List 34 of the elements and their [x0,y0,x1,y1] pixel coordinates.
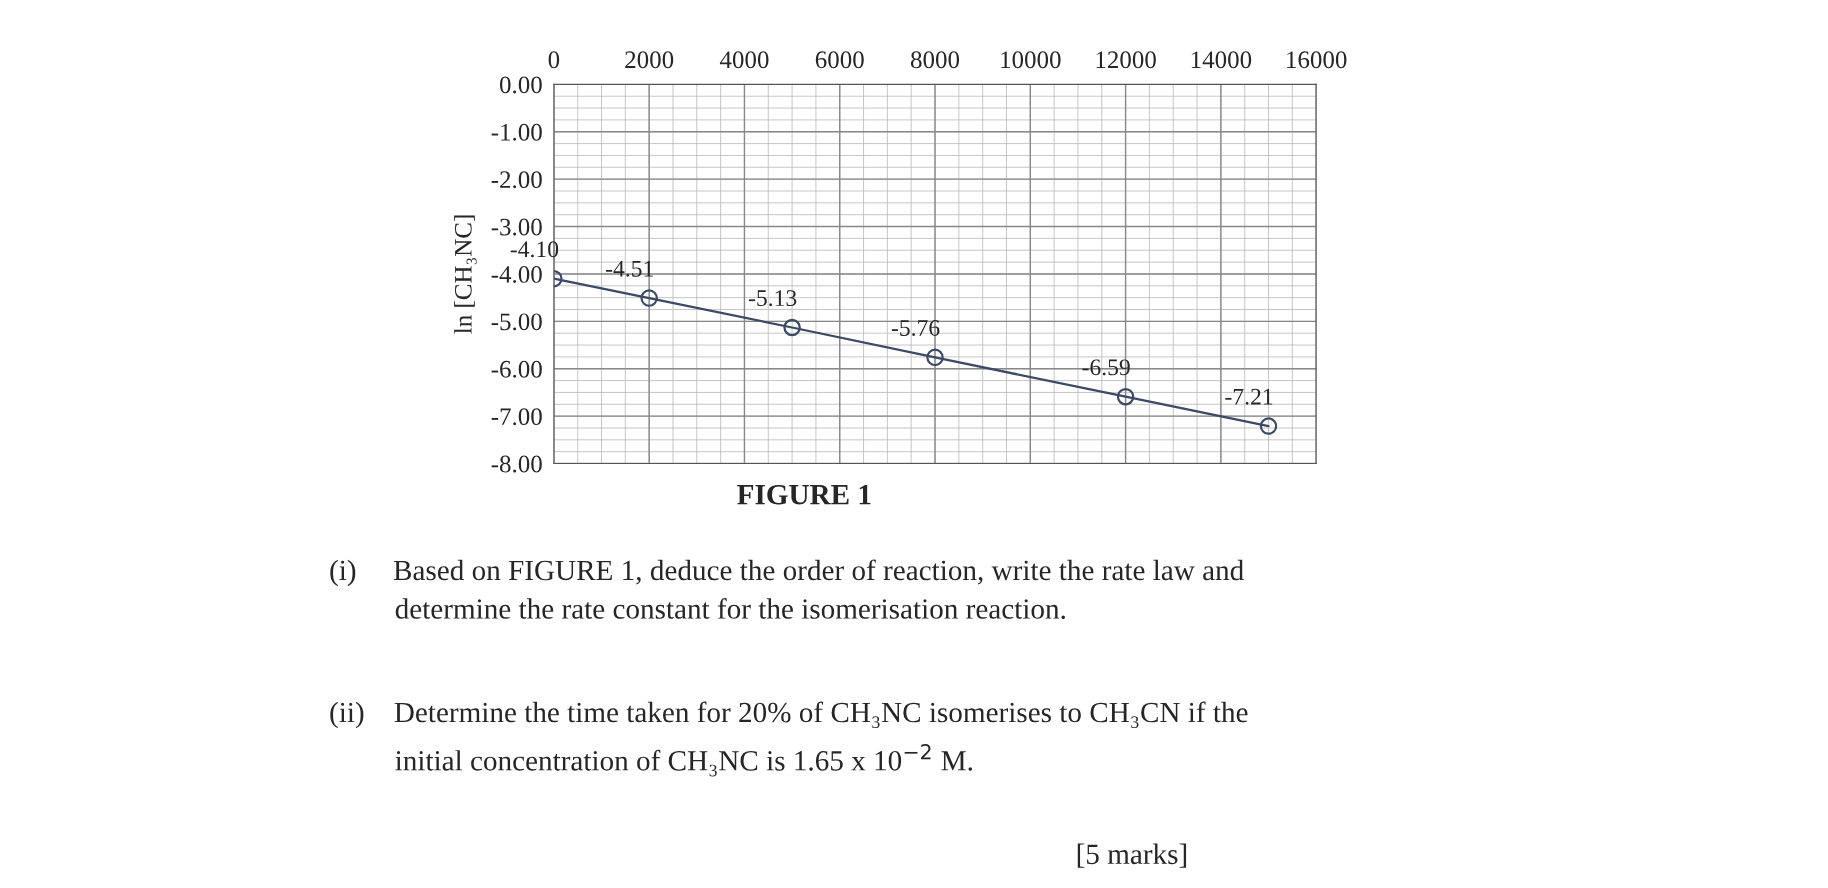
x-tick-label: 14000 [1191,51,1252,69]
x-tick-label: 10000 [1001,51,1061,69]
point [1116,387,1135,406]
text: -4.51 [606,260,653,277]
text: [5 marks] [1077,843,1187,868]
point [926,348,944,367]
x-tick-label: 12000 [1096,51,1156,69]
point [1259,417,1278,435]
x-tick-label: 0 [548,51,560,69]
text: (i) Based on FIGURE 1, deduce the order of reaction, write the rate law and determine the rate constant for the isomerisation reaction. [330,559,1244,619]
point [640,289,658,307]
y-tick-label: -1.00 [491,123,542,141]
text: -5.76 [891,320,940,337]
y-tick-label: 0.00 [499,76,542,94]
x-tick-label: 6000 [815,51,864,69]
text: (ii) Determine the time taken for 20% of CH₃NC isomerises to CH₃CN if the initial concentration of CH₃NC is 1.65 x 10$^{−2}$ M. [330,701,1248,777]
y-tick-label: -4.00 [491,266,542,283]
text: -6.59 [1082,359,1130,376]
text: -5.13 [748,290,797,307]
y-tick-label: -6.00 [491,360,542,378]
x-tick-label: 4000 [719,51,769,69]
text: -4.10 [510,241,559,258]
y-tick-label: -8.00 [491,455,542,473]
y-tick-label: -2.00 [491,171,542,189]
point [783,318,801,337]
y-tick-label: -5.00 [491,313,542,331]
x-tick-label: 2000 [625,51,674,69]
y-axis-title: ln [CH₃NC] [454,215,477,334]
y-tick-label: -7.00 [491,408,542,426]
y-tick-label: -3.00 [491,218,542,236]
caption: FIGURE 1 [737,484,871,505]
text: -7.21 [1225,388,1273,405]
x-tick-label: 8000 [910,51,960,69]
x-tick-label: 16000 [1287,51,1347,69]
